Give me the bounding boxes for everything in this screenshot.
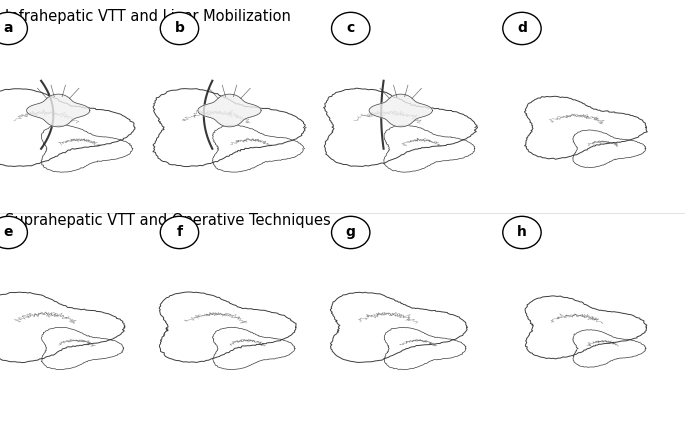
Text: c: c xyxy=(347,22,355,35)
Text: Infrahepatic VTT and Liver Mobilization: Infrahepatic VTT and Liver Mobilization xyxy=(5,9,291,24)
Ellipse shape xyxy=(332,12,370,45)
Text: d: d xyxy=(517,22,527,35)
Text: a: a xyxy=(3,22,13,35)
Polygon shape xyxy=(198,94,261,127)
Ellipse shape xyxy=(503,12,541,45)
Polygon shape xyxy=(369,94,432,127)
Ellipse shape xyxy=(160,216,199,249)
Text: b: b xyxy=(175,22,184,35)
Ellipse shape xyxy=(0,12,27,45)
Text: g: g xyxy=(346,226,356,239)
Text: f: f xyxy=(177,226,182,239)
Text: h: h xyxy=(517,226,527,239)
Text: e: e xyxy=(3,226,13,239)
Ellipse shape xyxy=(332,216,370,249)
Ellipse shape xyxy=(160,12,199,45)
Text: Suprahepatic VTT and Operative Techniques: Suprahepatic VTT and Operative Technique… xyxy=(5,213,332,228)
Polygon shape xyxy=(27,94,90,127)
Ellipse shape xyxy=(503,216,541,249)
Ellipse shape xyxy=(0,216,27,249)
